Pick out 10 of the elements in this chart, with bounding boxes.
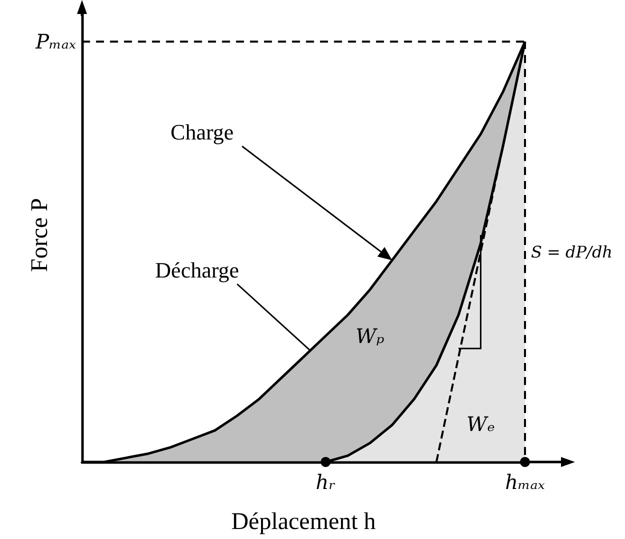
annotation: Wₑ (466, 412, 495, 436)
x-tick-label: hᵣ (316, 470, 336, 494)
text: S = dP/dh (531, 242, 612, 262)
y-axis-title: Force P (27, 198, 53, 272)
annotation: Charge (170, 120, 234, 145)
annotation: Décharge (155, 258, 240, 283)
x-tick-label: hₘₐₓ (505, 470, 545, 494)
annotation: Wₚ (356, 324, 384, 348)
x-axis-title: Déplacement h (231, 509, 376, 535)
ref-line-label: Pₘₐₓ (34, 30, 76, 54)
